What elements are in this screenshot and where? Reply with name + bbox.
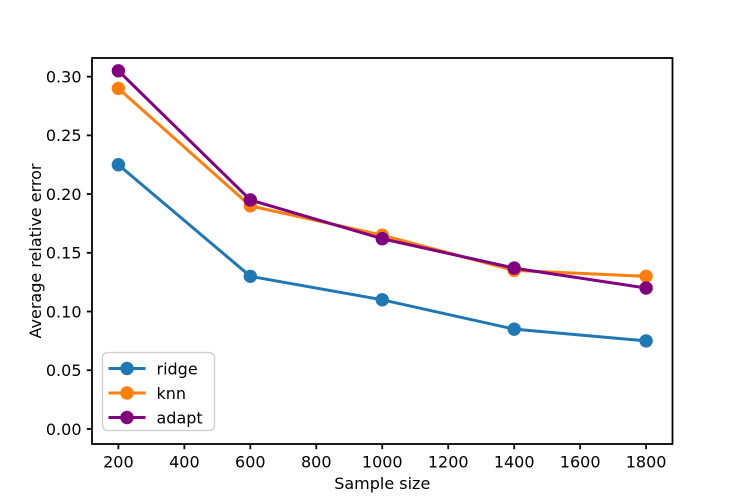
ridge-marker — [507, 322, 521, 336]
ridge-marker — [639, 334, 653, 348]
adapt-line — [116, 69, 648, 290]
legend-adapt-marker — [120, 410, 134, 425]
adapt-marker — [375, 232, 389, 246]
legend-knn-label: knn — [157, 384, 187, 403]
legend-ridge-marker — [120, 361, 134, 376]
y-axis-label: Average relative error — [26, 163, 45, 338]
x-tick-label: 400 — [169, 453, 200, 472]
ridge-marker — [243, 269, 258, 284]
legend-adapt-label: adapt — [157, 408, 203, 427]
legend-knn-marker — [120, 386, 134, 400]
y-tick-label: 0.25 — [46, 126, 82, 145]
x-tick-label: 600 — [235, 453, 266, 472]
y-tick-label: 0.20 — [46, 185, 82, 204]
adapt-marker — [639, 281, 653, 295]
x-tick-label: 1600 — [560, 453, 601, 472]
y-tick-label: 0.10 — [46, 302, 82, 321]
y-tick-label: 0.05 — [46, 361, 82, 380]
x-tick-label: 1800 — [626, 453, 667, 472]
x-tick-label: 1000 — [362, 453, 403, 472]
x-tick-label: 800 — [301, 453, 332, 472]
ridge-line — [116, 163, 648, 343]
adapt-marker — [507, 261, 521, 275]
y-tick-label: 0.00 — [46, 420, 82, 439]
knn-marker — [639, 269, 653, 284]
x-tick-label: 200 — [103, 453, 134, 472]
x-tick-label: 1200 — [428, 453, 469, 472]
adapt-marker — [111, 64, 126, 78]
legend-ridge-label: ridge — [157, 359, 198, 378]
ridge-marker — [111, 158, 126, 172]
ridge-marker — [375, 293, 389, 307]
x-axis-label: Sample size — [334, 474, 430, 493]
x-tick-label: 1400 — [494, 453, 535, 472]
knn-marker — [111, 81, 126, 96]
adapt-marker — [243, 193, 258, 207]
knn-line — [116, 86, 648, 278]
y-tick-label: 0.15 — [46, 244, 82, 263]
y-tick-label: 0.30 — [46, 67, 82, 86]
